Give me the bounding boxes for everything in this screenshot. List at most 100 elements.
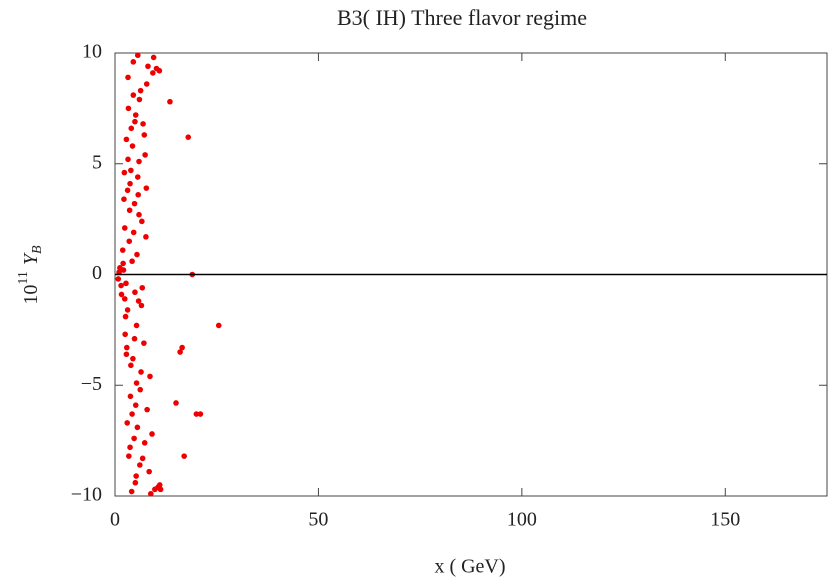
- y-tick-label: 10: [82, 41, 102, 63]
- point: [122, 331, 128, 338]
- point: [156, 482, 163, 488]
- point: [124, 420, 131, 426]
- point: [136, 96, 143, 103]
- point: [139, 284, 146, 291]
- point: [130, 92, 137, 98]
- y-tick-label: 0: [92, 262, 102, 284]
- point: [147, 373, 153, 380]
- point: [129, 411, 135, 417]
- point: [123, 280, 129, 287]
- point: [128, 125, 135, 132]
- point: [143, 81, 150, 87]
- point: [143, 185, 150, 191]
- point: [140, 121, 146, 127]
- point: [126, 238, 133, 245]
- point: [150, 54, 157, 61]
- point: [137, 87, 144, 94]
- point: [185, 134, 192, 140]
- point: [118, 291, 125, 298]
- point: [156, 67, 163, 74]
- point: [125, 156, 131, 163]
- chart-title: B3( IH) Three flavor regime: [337, 5, 587, 30]
- point: [126, 453, 132, 459]
- point: [143, 234, 149, 240]
- point: [149, 431, 155, 437]
- point: [119, 247, 126, 253]
- point: [127, 444, 133, 451]
- point: [132, 289, 138, 296]
- y-axis-label: 1011 YB: [16, 245, 45, 305]
- point: [117, 265, 123, 271]
- y-label-base: 10: [20, 285, 42, 305]
- point: [128, 362, 134, 369]
- point: [138, 302, 145, 309]
- point: [116, 269, 122, 276]
- point: [173, 400, 179, 406]
- point: [138, 369, 144, 375]
- point: [150, 70, 156, 76]
- point: [130, 229, 137, 236]
- point: [136, 211, 142, 218]
- point: [131, 435, 137, 442]
- point: [141, 340, 147, 346]
- point: [121, 296, 128, 302]
- point: [134, 174, 141, 180]
- point: [120, 260, 126, 267]
- point: [137, 462, 143, 468]
- x-tick-label: 100: [507, 509, 537, 531]
- point: [215, 322, 222, 329]
- point: [127, 393, 134, 400]
- point: [135, 298, 142, 304]
- point: [139, 455, 146, 462]
- point: [144, 406, 150, 413]
- point: [121, 196, 127, 202]
- y-tick-label: −10: [71, 484, 102, 506]
- point: [177, 349, 183, 355]
- point: [142, 152, 148, 158]
- point: [124, 187, 131, 194]
- point: [128, 167, 134, 174]
- point: [157, 486, 164, 493]
- point: [132, 402, 139, 408]
- point: [137, 386, 144, 393]
- point: [179, 344, 185, 351]
- point: [125, 105, 132, 112]
- point: [133, 473, 139, 479]
- point: [123, 351, 130, 358]
- point: [133, 322, 140, 329]
- y-label-var: Y: [20, 252, 42, 265]
- point: [132, 118, 138, 125]
- point: [130, 355, 136, 362]
- point: [127, 180, 133, 187]
- x-tick-label: 50: [308, 509, 328, 531]
- y-label-exp: 11: [16, 271, 31, 284]
- point: [181, 453, 187, 459]
- point: [167, 98, 173, 105]
- point: [124, 307, 131, 313]
- x-tick-label: 150: [710, 509, 740, 531]
- point: [134, 424, 141, 431]
- point: [141, 132, 148, 138]
- point: [141, 440, 148, 446]
- point: [132, 479, 139, 486]
- point: [133, 380, 140, 386]
- point: [197, 411, 204, 417]
- point: [148, 490, 154, 497]
- point: [122, 313, 129, 320]
- point: [131, 200, 138, 207]
- point: [131, 335, 138, 342]
- point: [129, 258, 135, 265]
- point: [126, 207, 133, 214]
- point: [123, 344, 130, 351]
- point: [132, 112, 139, 118]
- point: [121, 169, 128, 176]
- y-label-sub: B: [30, 245, 45, 254]
- point: [123, 136, 130, 143]
- point: [139, 218, 145, 225]
- point: [128, 488, 135, 495]
- point: [193, 411, 200, 417]
- x-axis-label: x ( GeV): [434, 556, 505, 578]
- point: [129, 143, 136, 149]
- point: [130, 59, 137, 65]
- point: [121, 225, 128, 231]
